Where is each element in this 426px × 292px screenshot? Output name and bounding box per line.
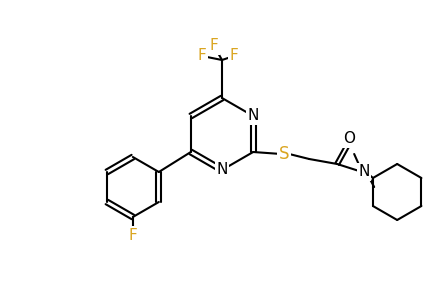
Text: O: O	[343, 131, 354, 147]
Text: F: F	[209, 39, 218, 53]
Text: F: F	[197, 48, 206, 63]
Text: N: N	[216, 163, 227, 178]
Text: F: F	[229, 48, 238, 63]
Text: F: F	[128, 227, 137, 242]
Text: S: S	[278, 145, 289, 163]
Text: N: N	[247, 109, 258, 124]
Text: N: N	[358, 164, 369, 180]
